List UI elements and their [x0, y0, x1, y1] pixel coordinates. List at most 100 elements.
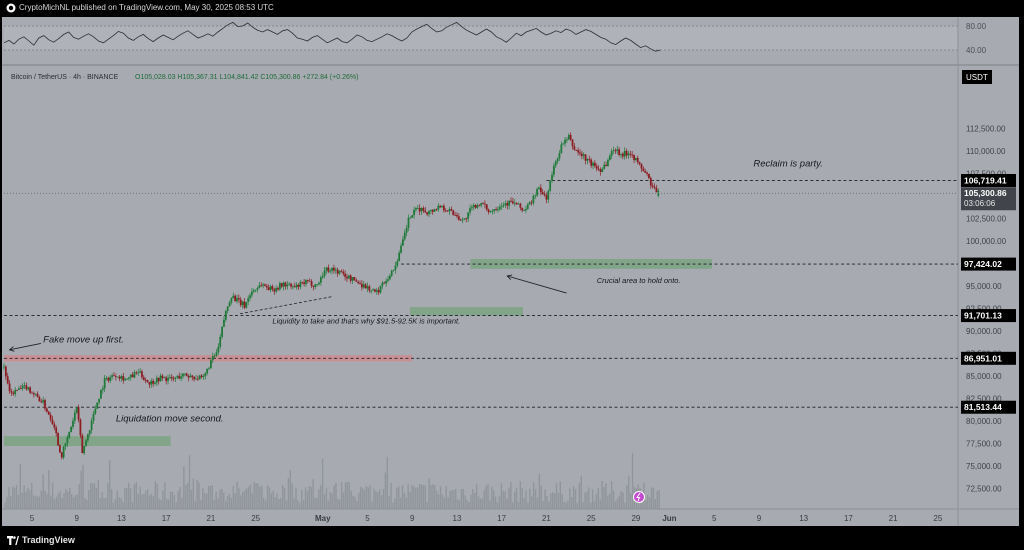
footer-brand: TradingView [22, 535, 75, 545]
candle-body [456, 215, 458, 217]
volume-bar [179, 487, 181, 509]
volume-bar [597, 488, 600, 509]
candle-body [433, 209, 436, 212]
level-price-tag-label: 81,513.44 [964, 402, 1002, 412]
volume-bar [582, 502, 584, 509]
candle-body [208, 368, 210, 370]
candle-body [306, 279, 309, 281]
volume-bar [221, 488, 223, 509]
candle-body [269, 286, 272, 290]
candle-body [101, 388, 104, 391]
candle-body [273, 289, 276, 292]
candle-body [172, 378, 175, 380]
chart-canvas[interactable]: 80.00 40.00 Reclaim is party. Crucial area… [0, 0, 1024, 531]
candle-body [267, 287, 270, 290]
volume-bar [534, 489, 537, 509]
candle-body [141, 371, 143, 378]
volume-bar [76, 494, 79, 509]
time-tick-label: 13 [453, 514, 462, 523]
candle-body [620, 153, 622, 155]
candle-body [621, 153, 624, 157]
symbol-title[interactable]: Bitcoin / TetherUS · 4h · BINANCE [11, 74, 119, 81]
volume-bar [224, 501, 227, 509]
volume-bar [451, 490, 453, 509]
volume-bar [550, 493, 552, 509]
candle-body [10, 391, 13, 393]
volume-bar [335, 483, 337, 509]
volume-bar [498, 496, 501, 509]
candle-body [100, 390, 102, 399]
volume-bar [614, 500, 617, 509]
time-axis[interactable]: 5 9 13 17 21 25 May 5 9 13 17 21 25 29 Jun 5 9 13 17 21 25 [30, 514, 943, 523]
volume-bar [135, 482, 138, 509]
candle-body [379, 285, 382, 293]
candle-body [429, 209, 432, 212]
candle-body [510, 200, 512, 202]
candle-body [390, 270, 393, 276]
volume-bar [418, 483, 421, 509]
candle-body [469, 208, 471, 213]
price-tick-label: 107,500.00 [966, 169, 1007, 178]
annotation-label: Liquidation move second. [116, 414, 224, 425]
volume-bar [120, 498, 122, 509]
candle-body [592, 162, 594, 166]
volume-bar [122, 501, 124, 509]
candle-body [83, 445, 86, 454]
candle-body [381, 282, 384, 286]
volume-bar [479, 498, 482, 509]
volume-bar [4, 502, 6, 509]
alert-icon[interactable] [633, 491, 645, 503]
candle-body [372, 289, 374, 291]
volume-bar [441, 494, 444, 509]
volume-bar [84, 498, 86, 509]
volume-bar [593, 501, 596, 509]
volume-bar [540, 485, 542, 509]
volume-bar [274, 497, 276, 509]
candle-body [249, 295, 251, 299]
volume-bar [293, 498, 295, 509]
candle-body [439, 205, 442, 208]
volume-bar [105, 497, 107, 509]
candle-body [68, 431, 71, 438]
time-tick-label: Jun [662, 514, 676, 523]
candle-body [49, 414, 52, 420]
candle-body [3, 366, 5, 368]
candle-body [200, 375, 203, 378]
volume-bar [29, 490, 31, 509]
candle-body [310, 281, 313, 286]
currency-badge[interactable]: USDT [962, 70, 992, 84]
candle-body [139, 371, 141, 373]
volume-bar [496, 502, 499, 509]
chart-frame[interactable] [2, 17, 1019, 526]
candle-body [491, 210, 494, 212]
candle-body [79, 419, 82, 436]
candle-body [127, 377, 130, 379]
candle-body [498, 206, 501, 210]
candle-body [150, 380, 153, 385]
price-axis[interactable]: 112,500.00110,000.00107,500.00105,000.00… [966, 124, 1007, 493]
candle-body [299, 282, 302, 287]
annotations: Reclaim is party. Crucial area to hold on… [43, 159, 823, 425]
volume-bars [4, 452, 660, 509]
candle-body [599, 169, 602, 172]
candle-body [334, 269, 337, 271]
candle-body [511, 201, 514, 204]
candle-body [44, 400, 46, 409]
candle-body [295, 284, 298, 288]
candle-countdown-label: 03:06:06 [964, 199, 996, 208]
volume-bar [190, 489, 193, 509]
volume-bar [436, 490, 438, 509]
volume-bar [44, 490, 46, 509]
volume-bar [411, 484, 413, 509]
candle-body [278, 283, 281, 290]
grid-lines [2, 17, 1019, 526]
ohlc-readout: O105,028.03 H105,367.31 L104,841.42 C105… [135, 74, 358, 81]
volume-bar [116, 490, 118, 509]
candle-body [66, 437, 69, 444]
time-tick-label: 5 [365, 514, 370, 523]
candle-body [135, 372, 138, 374]
volume-bar [567, 500, 569, 509]
candle-body [120, 376, 123, 379]
time-tick-label: 29 [631, 514, 640, 523]
volume-bar [382, 488, 385, 509]
